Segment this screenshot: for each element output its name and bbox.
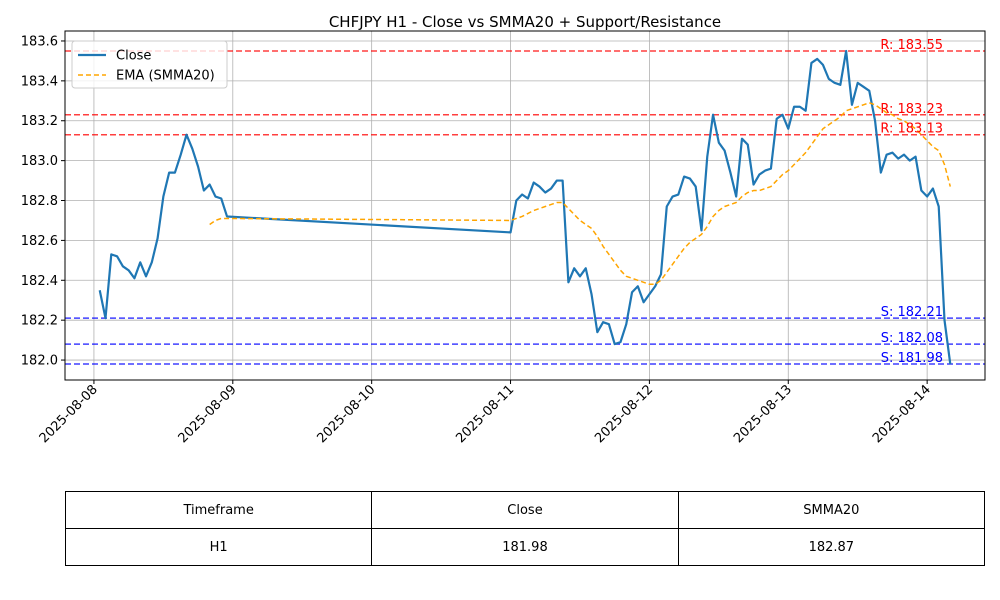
support-label: S: 181.98	[881, 351, 943, 366]
support-label: S: 182.08	[881, 331, 943, 346]
table-row: H1 181.98 182.87	[64, 528, 986, 566]
support-label: S: 182.21	[881, 305, 943, 320]
legend: Close EMA (SMMA20)	[71, 40, 228, 89]
summary-table: Timeframe Close SMMA20 H1 181.98 182.87	[64, 491, 986, 566]
grid	[65, 31, 985, 380]
resistance-label: R: 183.55	[880, 38, 943, 53]
y-tick-label: 182.8	[21, 194, 58, 209]
smma20-line	[209, 102, 952, 286]
header-timeframe: Timeframe	[64, 491, 373, 529]
legend-label: Close	[116, 49, 151, 64]
legend-label: EMA (SMMA20)	[116, 69, 215, 84]
series-smma20	[209, 102, 952, 286]
y-tick-label: 183.0	[21, 154, 58, 169]
y-tick-label: 183.6	[21, 34, 58, 49]
header-close: Close	[371, 491, 679, 529]
table-header-row: Timeframe Close SMMA20	[64, 491, 986, 529]
plot-frame	[64, 30, 986, 381]
y-tick-label: 182.4	[21, 274, 58, 289]
cell-timeframe: H1	[64, 528, 373, 566]
cell-smma20: 182.87	[677, 528, 986, 566]
series-close	[98, 49, 952, 365]
cell-close: 181.98	[371, 528, 679, 566]
series	[98, 49, 952, 365]
support-resistance-levels	[65, 50, 985, 365]
resistance-label: R: 183.13	[880, 122, 943, 137]
y-tick-label: 182.2	[21, 314, 58, 329]
legend-box	[71, 40, 228, 89]
y-tick-label: 182.0	[21, 354, 58, 369]
resistance-label: R: 183.23	[880, 102, 943, 117]
chart-title: CHFJPY H1 - Close vs SMMA20 + Support/Re…	[329, 13, 721, 31]
y-tick-label: 183.2	[21, 114, 58, 129]
header-smma20: SMMA20	[677, 491, 986, 529]
level-labels: R: 183.55 R: 183.23 R: 183.13 S: 182.21 S: 1…	[880, 38, 943, 366]
y-tick-label: 183.4	[21, 74, 58, 89]
close-line	[98, 49, 952, 365]
y-tick-label: 182.6	[21, 234, 58, 249]
